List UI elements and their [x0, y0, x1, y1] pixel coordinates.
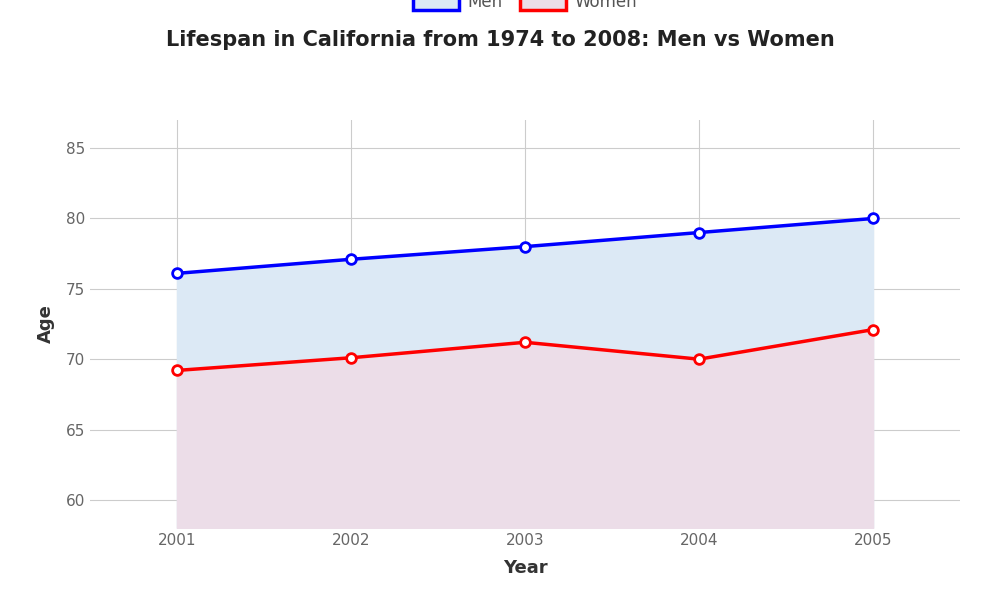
Legend: Men, Women: Men, Women	[406, 0, 644, 17]
Y-axis label: Age: Age	[37, 305, 55, 343]
Text: Lifespan in California from 1974 to 2008: Men vs Women: Lifespan in California from 1974 to 2008…	[166, 30, 834, 50]
X-axis label: Year: Year	[503, 559, 547, 577]
